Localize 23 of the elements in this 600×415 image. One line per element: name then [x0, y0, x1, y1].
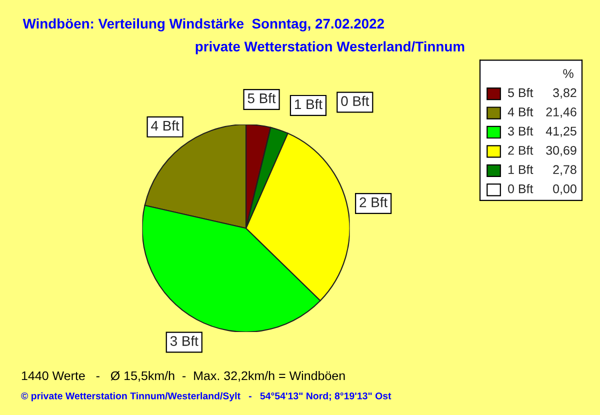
data-label: 30,69 — [546, 146, 576, 156]
legend-label: 0 Bft — [341, 96, 370, 106]
data-label: 2,78 — [553, 165, 576, 176]
category-label: 0 Bft — [508, 184, 534, 194]
data-label: 21,46 — [546, 108, 576, 118]
chart-title: Windböen: Verteilung Windstärke Sonntag, 27.02.2022 — [22, 18, 384, 32]
slice-label: 5 Bft — [248, 93, 276, 104]
legend-label: 5 Bft — [508, 88, 534, 98]
data-label: 41,25 — [546, 126, 576, 138]
legend-label: 2 Bft — [508, 146, 534, 155]
slice-label: 3 Bft — [170, 336, 198, 346]
text: 1440 Werte - Ø 15,5km/h - Max. 32,2km/h = Windböen — [22, 370, 345, 382]
legend-title: % — [563, 69, 574, 78]
legend-label: 4 Bft — [508, 107, 534, 116]
legend-label: 3 Bft — [508, 126, 534, 136]
slice-label: 1 Bft — [294, 98, 322, 110]
slice-label: 4 Bft — [151, 120, 180, 131]
text: 0,00 — [553, 184, 576, 195]
legend-label: 1 Bft — [508, 164, 534, 174]
slice-label: 2 Bft — [360, 197, 388, 208]
chart-subtitle: private Wetterstation Westerland/Tinnum — [196, 41, 464, 54]
data-label: 3,82 — [553, 88, 576, 99]
text: © private Wetterstation Tinnum/Westerland/Sylt - 54°54'13" Nord; 8°19'13" Ost — [21, 392, 392, 402]
